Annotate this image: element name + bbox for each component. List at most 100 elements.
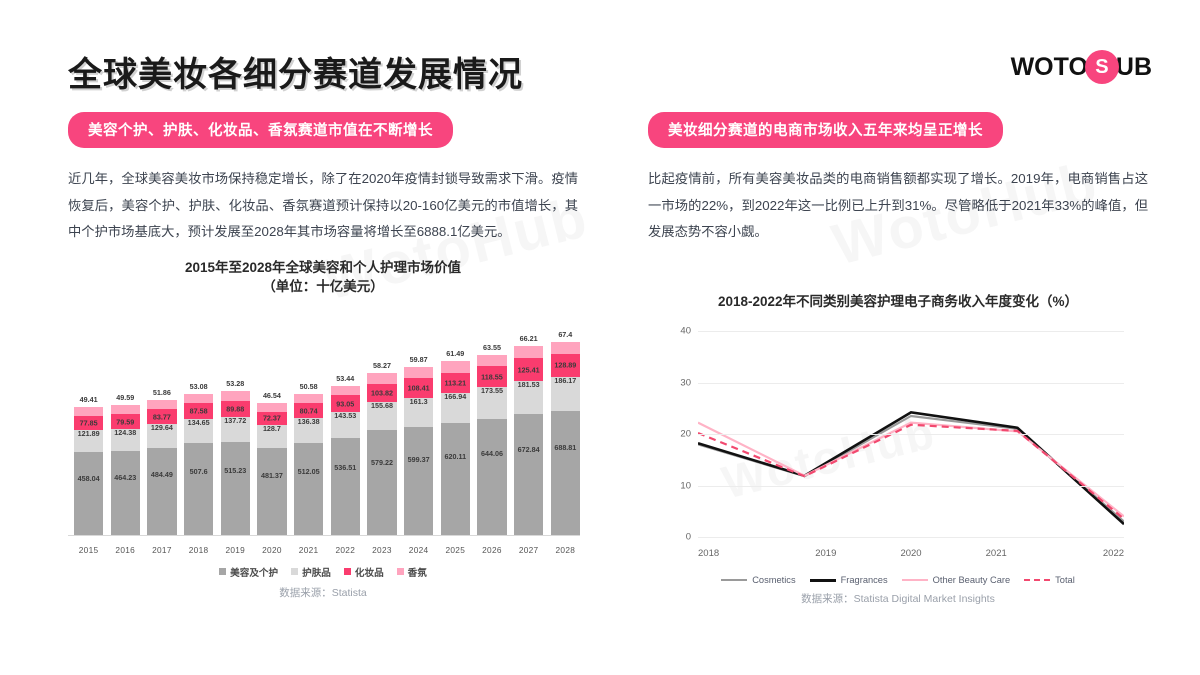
bar-segment-香氛: 53.28 [220, 379, 250, 401]
bar-segment-美容及个护: 507.6 [184, 443, 214, 535]
bar-segment-美容及个护: 672.84 [514, 413, 544, 535]
bar-value-label: 688.81 [554, 442, 577, 452]
legend-line-icon [809, 578, 836, 582]
line-x-label: 2022 [1102, 548, 1125, 560]
bar-column: 58.27 103.82 155.68 579.22 [367, 307, 397, 535]
bar-x-label: 2016 [115, 544, 136, 555]
bar-segment-化妆品: 77.85 [74, 416, 104, 431]
bar-column: 46.54 72.37 128.7 481.37 [257, 307, 287, 535]
bar-value-label: 118.55 [481, 372, 503, 382]
bar-segment-护肤品: 129.64 [147, 423, 177, 448]
bar-value-label: 128.7 [262, 423, 281, 433]
bar-column: 66.21 125.41 181.53 672.84 [514, 307, 544, 535]
bar-value-label: 143.53 [334, 411, 357, 421]
gridline: 20 [680, 429, 1124, 440]
bar-x-label: 2028 [555, 544, 576, 555]
legend-item-Other Beauty Care: Other Beauty Care [901, 575, 1010, 585]
bar-value-label: 464.23 [114, 472, 137, 482]
bar-value-label: 50.58 [299, 382, 318, 392]
line-series-Other Beauty Care [698, 423, 1124, 517]
bar-value-label: 80.74 [299, 406, 318, 416]
bar-segment-美容及个护: 579.22 [367, 430, 397, 535]
bar-segment-护肤品: 186.17 [550, 376, 580, 411]
logo-mark-icon: S [1084, 50, 1119, 84]
bar-x-label: 2021 [298, 544, 319, 555]
legend-swatch-icon [219, 568, 227, 576]
bar-segment-护肤品: 155.68 [367, 401, 397, 431]
bar-segment-化妆品: 93.05 [330, 395, 360, 413]
bar-segment-香氛: 50.58 [294, 382, 324, 404]
bar-segment-化妆品: 118.55 [477, 366, 507, 388]
bar-segment-美容及个护: 644.06 [477, 418, 507, 535]
bar-segment-护肤品: 181.53 [514, 379, 544, 414]
bar-segment-护肤品: 121.89 [74, 429, 104, 453]
legend-item-美容及个护: 美容及个护 [219, 565, 278, 579]
bar-value-label: 181.53 [517, 379, 540, 389]
bar-segment-香氛: 63.55 [477, 343, 507, 367]
bar-value-label: 79.59 [116, 417, 135, 427]
legend-line-icon [721, 579, 748, 582]
bar-value-label: 121.89 [77, 429, 100, 439]
bar-segment-香氛: 46.54 [257, 391, 287, 412]
line-x-label: 2021 [985, 548, 1007, 560]
y-axis-label: 10 [680, 480, 691, 492]
left-badge: 美容个护、护肤、化妆品、香氛赛道市值在不断增长 [68, 112, 453, 148]
left-source: 数据来源：Statista [279, 586, 367, 599]
bar-segment-护肤品: 161.3 [404, 397, 434, 427]
bar-segment-美容及个护: 688.81 [550, 410, 580, 535]
bar-segment-美容及个护: 620.11 [440, 423, 470, 535]
bar-value-label: 128.89 [554, 360, 577, 370]
bar-segment-化妆品: 80.74 [294, 403, 324, 418]
bar-segment-护肤品: 124.38 [110, 428, 140, 452]
bar-value-label: 63.55 [482, 342, 501, 352]
bar-segment-香氛: 58.27 [367, 361, 397, 384]
bar-segment-美容及个护: 458.04 [74, 452, 104, 535]
bar-chart-axis [68, 534, 580, 536]
line-x-label: 2020 [900, 548, 922, 560]
bar-segment-护肤品: 136.38 [294, 417, 324, 443]
bar-segment-美容及个护: 515.23 [220, 441, 250, 535]
gridline: 30 [680, 377, 1124, 388]
bar-value-label: 66.21 [519, 334, 538, 344]
legend-item-Total: Total [1024, 575, 1075, 585]
legend-swatch-icon [343, 568, 351, 576]
bar-segment-美容及个护: 512.05 [294, 442, 324, 535]
bar-segment-化妆品: 125.41 [514, 358, 544, 381]
bar-column: 53.08 87.58 134.65 507.6 [184, 307, 214, 535]
bar-column: 50.58 80.74 136.38 512.05 [294, 307, 324, 535]
line-series-Cosmetics [698, 416, 1124, 522]
bar-segment-化妆品: 83.77 [147, 409, 177, 425]
bar-chart-legend: 美容及个护 护肤品 化妆品 香氛 [68, 565, 578, 579]
bar-value-label: 579.22 [370, 457, 393, 467]
bar-segment-护肤品: 137.72 [220, 416, 250, 442]
bar-value-label: 77.85 [79, 418, 98, 428]
bar-x-label: 2017 [152, 544, 172, 555]
line-x-label: 2018 [698, 548, 720, 560]
right-column: 美妆细分赛道的电商市场收入五年来均呈正增长 比起疫情前，所有美容美妆品类的电商销… [648, 112, 1148, 606]
bar-segment-护肤品: 166.94 [440, 392, 470, 424]
bar-column: 61.49 113.21 166.94 620.11 [440, 307, 470, 535]
bar-column: 67.4 128.89 186.17 688.81 [550, 307, 580, 535]
bar-value-label: 536.51 [334, 463, 357, 473]
bar-segment-护肤品: 128.7 [257, 423, 287, 449]
bar-value-label: 46.54 [262, 391, 281, 401]
bar-column: 49.41 77.85 121.89 458.04 [74, 307, 104, 535]
bar-value-label: 134.65 [187, 418, 210, 428]
bar-segment-香氛: 66.21 [514, 334, 544, 359]
gridline: 10 [680, 480, 1124, 491]
legend-label: Cosmetics [752, 575, 796, 586]
bar-column: 49.59 79.59 124.38 464.23 [110, 307, 140, 535]
bar-segment-化妆品: 128.89 [550, 353, 580, 378]
y-axis-label: 40 [680, 325, 691, 337]
bar-x-label: 2025 [445, 544, 466, 555]
bar-value-label: 155.68 [370, 401, 393, 411]
bar-segment-香氛: 67.4 [550, 330, 580, 354]
page-title: 全球美妆各细分赛道发展情况 [68, 56, 523, 94]
legend-item-Cosmetics: Cosmetics [721, 575, 796, 586]
legend-line-icon [901, 579, 928, 582]
bar-segment-美容及个护: 464.23 [110, 451, 140, 535]
bar-value-label: 129.64 [150, 423, 173, 433]
bar-value-label: 49.41 [79, 395, 98, 405]
bar-segment-美容及个护: 536.51 [330, 438, 360, 535]
legend-label: 美容及个护 [230, 567, 279, 579]
